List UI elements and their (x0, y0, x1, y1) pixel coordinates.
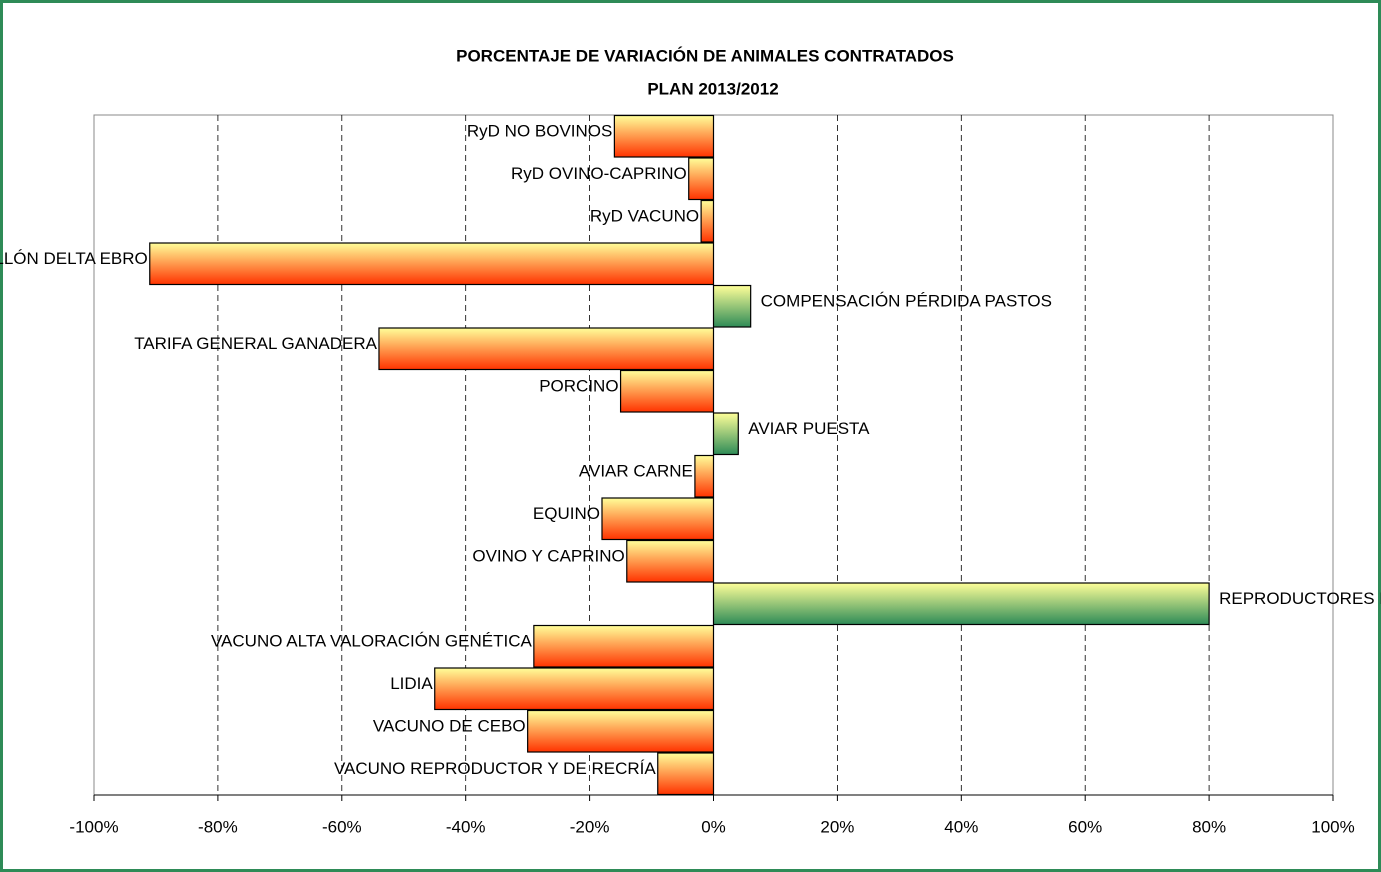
x-tick-label: 100% (1311, 817, 1354, 836)
x-tick-label: 40% (944, 817, 978, 836)
bar-label: COMPENSACIÓN PÉRDIDA PASTOS (761, 292, 1052, 311)
bar (688, 157, 715, 201)
bar (619, 369, 715, 413)
x-tick-label: -40% (446, 817, 486, 836)
bar-label: AVIAR PUESTA (748, 419, 870, 438)
chart-subtitle: PLAN 2013/2012 (647, 79, 778, 98)
bar (149, 242, 715, 286)
x-tick-label: -80% (198, 817, 238, 836)
bar-label: OVINO Y CAPRINO (472, 547, 624, 566)
bar (613, 114, 715, 158)
bar (434, 667, 715, 711)
chart-title: PORCENTAJE DE VARIACIÓN DE ANIMALES CONT… (456, 46, 954, 65)
bar-label: MEJILLÓN DELTA EBRO (0, 249, 148, 268)
bar (527, 709, 715, 753)
bar (626, 539, 715, 583)
bar-label: VACUNO ALTA VALORACIÓN GENÉTICA (211, 632, 533, 651)
bar-label: REPRODUCTORES BOVINOS APTITUD CÁRNICA (1219, 589, 1381, 608)
bar-label: RyD OVINO-CAPRINO (511, 164, 687, 183)
bar-label: AVIAR CARNE (579, 462, 693, 481)
x-tick-label: -100% (69, 817, 118, 836)
x-tick-label: 20% (820, 817, 854, 836)
x-tick-label: -60% (322, 817, 362, 836)
bar (712, 284, 752, 328)
bar-label: TARIFA GENERAL GANADERA (134, 334, 377, 353)
bar-label: RyD VACUNO (590, 207, 699, 226)
bar-label: RyD NO BOVINOS (467, 122, 612, 141)
bar-label: EQUINO (533, 504, 600, 523)
bar (657, 752, 715, 796)
bar-label: LIDIA (390, 674, 433, 693)
bar-label: VACUNO DE CEBO (373, 717, 526, 736)
x-tick-label: -20% (570, 817, 610, 836)
bar (694, 454, 715, 498)
x-tick-label: 80% (1192, 817, 1226, 836)
bar (378, 327, 715, 371)
bar (533, 624, 715, 668)
bar (712, 412, 739, 456)
bar-label: PORCINO (539, 377, 618, 396)
x-tick-label: 0% (701, 817, 726, 836)
bar (712, 582, 1210, 626)
bar (601, 497, 715, 541)
bar (700, 199, 715, 243)
x-tick-label: 60% (1068, 817, 1102, 836)
bar-label: VACUNO REPRODUCTOR Y DE RECRÍA (334, 759, 656, 778)
